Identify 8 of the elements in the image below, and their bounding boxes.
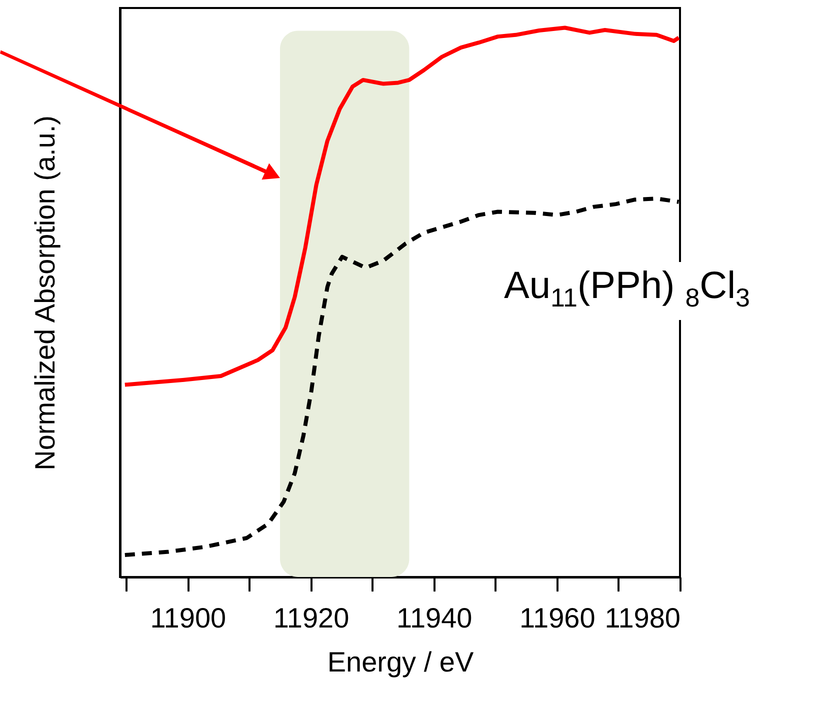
x-tick-label: 11960 — [520, 602, 596, 634]
y-axis-title: Normalized Absorption (a.u.) — [30, 116, 60, 470]
x-tick-label: 11920 — [273, 602, 350, 634]
x-tick-label: 11980 — [604, 602, 680, 634]
x-axis-title: Energy / eV — [327, 646, 474, 678]
x-tick-label: 11900 — [150, 602, 226, 634]
x-tick-label: 11940 — [396, 602, 472, 634]
annotation: Au$_{11}$(PPh) $_{8}$Cl$_{3}$ — [500, 262, 750, 320]
